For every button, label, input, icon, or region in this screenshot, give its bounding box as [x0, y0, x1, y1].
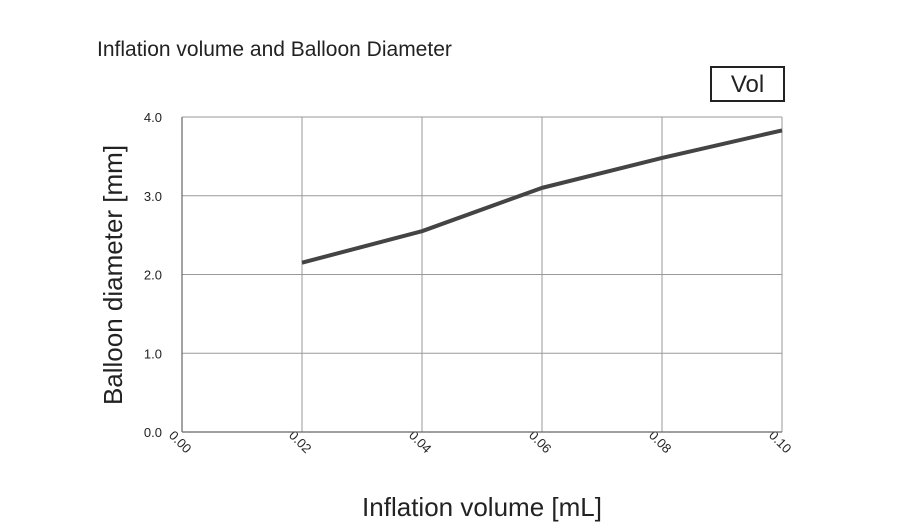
- annotation-box: [710, 66, 785, 102]
- annotation: Vol: [731, 71, 764, 98]
- y-tick-label: 2.0: [144, 268, 162, 283]
- y-tick-label: 4.0: [144, 110, 162, 125]
- x-axis-label: Inflation volume [mL]: [362, 492, 602, 522]
- y-tick-label: 3.0: [144, 189, 162, 204]
- chart-title: Inflation volume and Balloon Diameter: [97, 38, 452, 61]
- y-tick-label: 0.0: [144, 425, 162, 440]
- y-axis-label: Balloon diameter [mm]: [98, 145, 128, 405]
- data-line: [301, 128, 783, 265]
- y-tick-label: 1.0: [144, 346, 162, 361]
